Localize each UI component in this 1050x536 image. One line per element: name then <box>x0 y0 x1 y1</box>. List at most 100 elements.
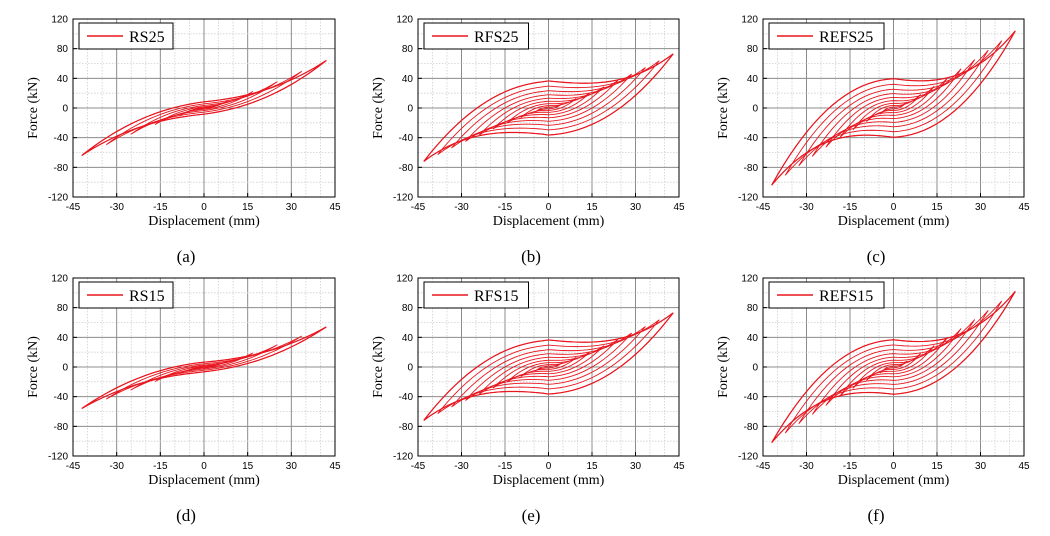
y-tick-label: -120 <box>738 193 758 204</box>
x-tick-label: 0 <box>201 202 207 213</box>
y-tick-label: 120 <box>396 15 413 26</box>
chart-panel-4: -45 -30 -15 0 15 30 45 -120 -80 -40 0 40 80 120 Displa… <box>26 274 341 526</box>
y-axis-label: Force (kN) <box>371 336 386 398</box>
legend-box <box>78 281 174 309</box>
legend: RS25 <box>78 22 174 50</box>
y-tick-label: -120 <box>393 193 413 204</box>
x-tick-label: 15 <box>586 461 598 472</box>
panel-caption: (b) <box>521 247 541 266</box>
hysteresis-loop <box>423 312 674 421</box>
hysteresis-loop <box>465 332 632 401</box>
hysteresis-loop <box>451 67 646 149</box>
legend: RFS15 <box>423 281 529 309</box>
y-tick-label: -40 <box>54 392 69 403</box>
y-tick-label: 40 <box>402 333 414 344</box>
chart-panel-3: -45 -30 -15 0 15 30 45 -120 -80 -40 0 40 80 120 Displa… <box>716 15 1030 267</box>
y-tick-label: 40 <box>57 333 69 344</box>
x-tick-label: 45 <box>329 461 341 472</box>
y-tick-label: 80 <box>57 44 69 55</box>
hysteresis-loop <box>130 81 278 135</box>
x-tick-label: -30 <box>454 202 469 213</box>
panel-caption: (a) <box>177 247 196 266</box>
x-tick-label: 0 <box>201 461 207 472</box>
legend-label: REFS15 <box>819 288 873 305</box>
hysteresis-loop <box>798 49 989 167</box>
series-RS15 <box>81 326 327 410</box>
x-tick-label: -15 <box>843 461 858 472</box>
y-tick-label: 0 <box>752 104 758 115</box>
hysteresis-loop <box>465 73 632 142</box>
x-tick-label: 0 <box>546 202 552 213</box>
y-axis-label: Force (kN) <box>26 336 41 398</box>
x-tick-label: -45 <box>411 461 426 472</box>
hysteresis-loop <box>839 336 948 398</box>
x-tick-label: -45 <box>411 202 426 213</box>
hysteresis-loop <box>825 68 962 148</box>
y-tick-label: 80 <box>57 303 69 314</box>
x-tick-label: -15 <box>153 461 168 472</box>
y-tick-label: -80 <box>54 422 69 433</box>
panel-caption: (d) <box>176 506 196 525</box>
y-tick-label: 40 <box>402 74 414 85</box>
y-tick-label: 120 <box>396 274 413 285</box>
y-tick-label: 120 <box>51 15 68 26</box>
x-axis-label: Displacement (mm) <box>493 473 605 488</box>
x-tick-label: 15 <box>931 202 943 213</box>
x-tick-label: -15 <box>498 202 513 213</box>
hysteresis-loop <box>784 40 1003 176</box>
x-tick-label: -30 <box>799 461 814 472</box>
x-tick-label: -45 <box>756 461 771 472</box>
y-tick-label: -120 <box>738 452 758 463</box>
y-tick-label: 0 <box>407 363 413 374</box>
hysteresis-loop <box>825 328 962 406</box>
x-tick-label: 0 <box>546 461 552 472</box>
series-RS25 <box>81 60 327 156</box>
y-axis-label: Force (kN) <box>371 77 386 139</box>
legend: REFS25 <box>768 22 885 50</box>
panel-caption: (c) <box>867 247 886 266</box>
y-tick-label: -40 <box>744 392 759 403</box>
x-tick-label: -15 <box>498 461 513 472</box>
chart-panel-5: -45 -30 -15 0 15 30 45 -120 -80 -40 0 40 80 120 Displa… <box>371 274 685 526</box>
hysteresis-loop <box>811 59 976 157</box>
legend-label: RS15 <box>129 288 165 305</box>
y-tick-label: 0 <box>752 363 758 374</box>
y-axis-label: Force (kN) <box>716 336 731 398</box>
legend-label: REFS25 <box>819 29 873 46</box>
y-tick-label: -40 <box>744 133 759 144</box>
hysteresis-loop <box>879 360 908 374</box>
hysteresis-loop <box>423 53 674 162</box>
y-tick-label: 0 <box>62 104 68 115</box>
hysteresis-loop <box>105 335 303 400</box>
x-tick-label: -15 <box>843 202 858 213</box>
y-tick-label: 80 <box>747 303 759 314</box>
x-tick-label: 30 <box>975 461 987 472</box>
y-tick-label: 80 <box>402 44 414 55</box>
x-tick-label: 15 <box>242 461 254 472</box>
y-tick-label: -120 <box>393 452 413 463</box>
hysteresis-loop <box>534 362 563 372</box>
y-tick-label: -80 <box>399 163 414 174</box>
y-tick-label: -40 <box>54 133 69 144</box>
x-axis-label: Displacement (mm) <box>148 473 260 488</box>
x-tick-label: 30 <box>286 461 298 472</box>
y-tick-label: -80 <box>399 422 414 433</box>
x-tick-label: -45 <box>66 461 81 472</box>
x-axis-label: Displacement (mm) <box>838 473 950 488</box>
y-tick-label: 80 <box>747 44 759 55</box>
hysteresis-loop <box>492 345 605 389</box>
x-tick-label: -30 <box>454 461 469 472</box>
y-tick-label: 120 <box>51 274 68 285</box>
x-tick-label: 45 <box>673 202 685 213</box>
hysteresis-loop <box>492 86 605 130</box>
x-tick-label: 0 <box>891 461 897 472</box>
x-tick-label: 30 <box>975 202 987 213</box>
hysteresis-loop <box>771 290 1016 444</box>
hysteresis-loop <box>130 344 278 391</box>
x-tick-label: -30 <box>799 202 814 213</box>
legend-label: RFS25 <box>474 29 518 46</box>
y-tick-label: 0 <box>62 363 68 374</box>
series-RFS25 <box>423 53 674 162</box>
legend-label: RFS15 <box>474 288 518 305</box>
